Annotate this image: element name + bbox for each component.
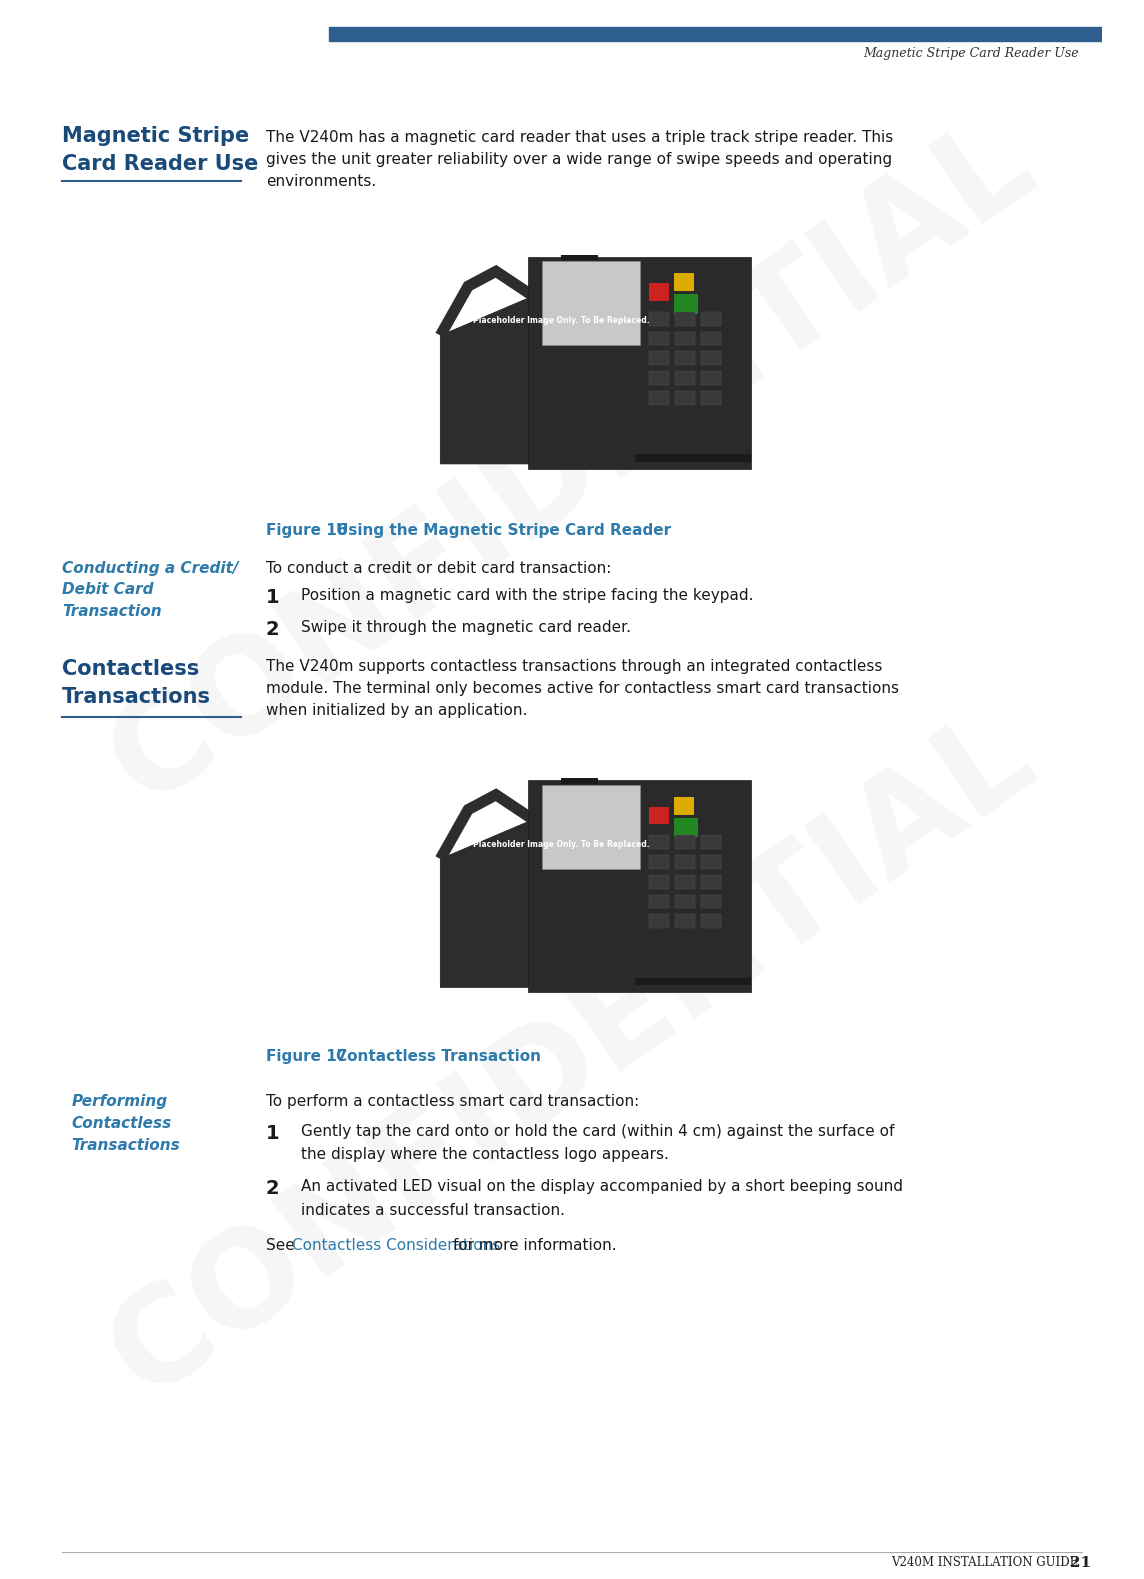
Text: Transaction: Transaction — [62, 605, 161, 619]
Text: Debit Card: Debit Card — [62, 583, 153, 597]
Polygon shape — [561, 254, 598, 261]
Bar — [675, 895, 696, 908]
Bar — [701, 895, 722, 908]
Bar — [649, 895, 669, 908]
Bar — [649, 856, 669, 868]
Text: when initialized by an application.: when initialized by an application. — [265, 703, 527, 718]
Bar — [701, 352, 722, 365]
Bar — [649, 371, 669, 385]
Text: To conduct a credit or debit card transaction:: To conduct a credit or debit card transa… — [265, 561, 611, 576]
Bar — [701, 835, 722, 850]
Bar — [649, 392, 669, 404]
Bar — [701, 914, 722, 928]
Text: V240M INSTALLATION GUIDE: V240M INSTALLATION GUIDE — [891, 1557, 1079, 1570]
Text: Position a magnetic card with the stripe facing the keypad.: Position a magnetic card with the stripe… — [301, 589, 754, 603]
Bar — [649, 835, 669, 850]
Text: the display where the contactless logo appears.: the display where the contactless logo a… — [301, 1148, 669, 1162]
Text: 21: 21 — [1071, 1557, 1091, 1570]
Bar — [701, 856, 722, 868]
Bar — [675, 856, 696, 868]
Text: Placeholder Image Only. To Be Replaced.: Placeholder Image Only. To Be Replaced. — [472, 316, 649, 325]
Bar — [649, 283, 669, 302]
Bar — [701, 392, 722, 404]
Bar — [649, 914, 669, 928]
Bar — [674, 273, 694, 291]
Bar — [675, 311, 696, 325]
Text: Transactions: Transactions — [62, 687, 210, 707]
Text: Magnetic Stripe: Magnetic Stripe — [62, 126, 249, 147]
Bar — [649, 807, 669, 824]
Text: Gently tap the card onto or hold the card (within 4 cm) against the surface of: Gently tap the card onto or hold the car… — [301, 1124, 895, 1138]
Text: 1: 1 — [265, 589, 279, 608]
Polygon shape — [440, 820, 533, 987]
Text: Magnetic Stripe Card Reader Use: Magnetic Stripe Card Reader Use — [863, 47, 1079, 60]
Bar — [701, 332, 722, 346]
Bar — [675, 392, 696, 404]
Bar — [649, 875, 669, 889]
Text: Transactions: Transactions — [71, 1137, 180, 1153]
Text: Contactless: Contactless — [71, 1116, 172, 1131]
Text: environments.: environments. — [265, 174, 376, 188]
Polygon shape — [529, 780, 750, 992]
Bar — [649, 311, 669, 325]
Bar — [701, 875, 722, 889]
Text: SETUP: SETUP — [1030, 30, 1079, 43]
Text: Using the Magnetic Stripe Card Reader: Using the Magnetic Stripe Card Reader — [335, 523, 670, 538]
Bar — [675, 914, 696, 928]
Text: Contactless: Contactless — [62, 660, 199, 679]
Text: gives the unit greater reliability over a wide range of swipe speeds and operati: gives the unit greater reliability over … — [265, 152, 892, 167]
Text: Contactless Transaction: Contactless Transaction — [335, 1048, 540, 1064]
Text: indicates a successful transaction.: indicates a successful transaction. — [301, 1203, 565, 1217]
Bar — [701, 311, 722, 325]
Text: Figure 17: Figure 17 — [265, 1048, 348, 1064]
Bar — [675, 835, 696, 850]
Bar — [675, 371, 696, 385]
Text: Figure 16: Figure 16 — [265, 523, 348, 538]
Text: Contactless Considerations: Contactless Considerations — [292, 1238, 500, 1254]
Text: module. The terminal only becomes active for contactless smart card transactions: module. The terminal only becomes active… — [265, 681, 899, 696]
Text: An activated LED visual on the display accompanied by a short beeping sound: An activated LED visual on the display a… — [301, 1180, 904, 1194]
Text: The V240m has a magnetic card reader that uses a triple track stripe reader. Thi: The V240m has a magnetic card reader tha… — [265, 129, 893, 145]
Text: To perform a contactless smart card transaction:: To perform a contactless smart card tran… — [265, 1094, 639, 1108]
Polygon shape — [440, 295, 533, 464]
Bar — [329, 27, 1103, 41]
Bar — [675, 352, 696, 365]
Text: Swipe it through the magnetic card reader.: Swipe it through the magnetic card reade… — [301, 621, 631, 635]
Text: Placeholder Image Only. To Be Replaced.: Placeholder Image Only. To Be Replaced. — [472, 840, 649, 848]
Polygon shape — [542, 785, 639, 868]
Text: Conducting a Credit/: Conducting a Credit/ — [62, 561, 238, 576]
Text: The V240m supports contactless transactions through an integrated contactless: The V240m supports contactless transacti… — [265, 660, 882, 674]
Bar — [675, 875, 696, 889]
Text: CONFIDENTIAL: CONFIDENTIAL — [87, 98, 1057, 831]
Text: 2: 2 — [265, 621, 279, 639]
Polygon shape — [561, 778, 598, 783]
Polygon shape — [635, 455, 750, 463]
Bar — [674, 797, 694, 815]
Text: 2: 2 — [265, 1180, 279, 1198]
Bar — [649, 352, 669, 365]
Bar — [674, 818, 698, 837]
Bar — [649, 332, 669, 346]
Bar — [701, 371, 722, 385]
Text: Performing: Performing — [71, 1094, 167, 1108]
Text: See: See — [265, 1238, 300, 1254]
Text: for more information.: for more information. — [447, 1238, 617, 1254]
Polygon shape — [635, 977, 750, 985]
Text: CONFIDENTIAL: CONFIDENTIAL — [87, 690, 1057, 1423]
Polygon shape — [529, 256, 750, 469]
Text: Card Reader Use: Card Reader Use — [62, 153, 259, 174]
Text: 1: 1 — [265, 1124, 279, 1143]
Bar — [674, 294, 698, 314]
Polygon shape — [542, 262, 639, 346]
Bar — [675, 332, 696, 346]
